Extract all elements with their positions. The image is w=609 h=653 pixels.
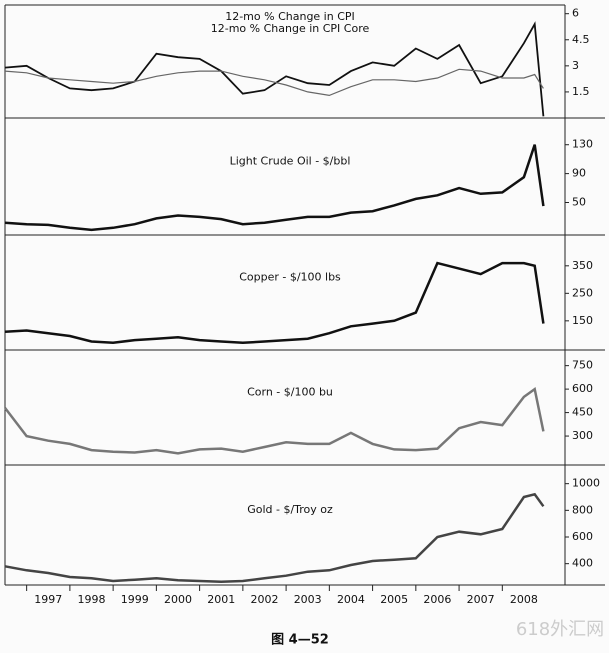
x-tick-label: 2002 — [250, 593, 278, 606]
y-tick-label: 800 — [572, 503, 593, 516]
x-tick-label: 1997 — [34, 593, 62, 606]
x-tick-label: 1999 — [121, 593, 149, 606]
panel-title: Light Crude Oil - $/bbl — [230, 155, 351, 168]
y-tick-label: 600 — [572, 382, 593, 395]
x-tick-label: 2005 — [380, 593, 408, 606]
y-tick-label: 1000 — [572, 477, 600, 490]
x-tick-label: 2007 — [467, 593, 495, 606]
legend-label: 12-mo % Change in CPI — [225, 10, 355, 23]
x-tick-label: 1998 — [77, 593, 105, 606]
panel-title: Corn - $/100 bu — [247, 386, 333, 399]
x-tick-label: 2004 — [337, 593, 365, 606]
panel-title: Copper - $/100 lbs — [239, 271, 341, 284]
y-tick-label: 4.5 — [572, 33, 590, 46]
y-tick-label: 400 — [572, 557, 593, 570]
y-tick-label: 6 — [572, 7, 579, 20]
line-series — [4, 386, 545, 455]
x-tick-label: 2008 — [510, 593, 538, 606]
y-tick-label: 300 — [572, 429, 593, 442]
panel-title: Gold - $/Troy oz — [247, 503, 333, 516]
line-series — [4, 261, 545, 345]
watermark: 618外汇网 — [516, 619, 604, 640]
y-tick-label: 130 — [572, 138, 593, 151]
y-tick-label: 250 — [572, 286, 593, 299]
y-tick-label: 3 — [572, 59, 579, 72]
y-tick-label: 50 — [572, 196, 586, 209]
caption: 图 4—52 — [271, 633, 329, 648]
x-tick-label: 2003 — [294, 593, 322, 606]
y-tick-label: 150 — [572, 314, 593, 327]
y-tick-label: 1.5 — [572, 85, 590, 98]
x-tick-label: 2000 — [164, 593, 192, 606]
line-series — [4, 144, 545, 232]
y-tick-label: 600 — [572, 530, 593, 543]
x-tick-label: 2006 — [423, 593, 451, 606]
legend-label: 12-mo % Change in CPI Core — [211, 22, 370, 35]
line-series — [4, 68, 544, 97]
line-series — [4, 492, 545, 583]
x-tick-label: 2001 — [207, 593, 235, 606]
y-tick-label: 90 — [572, 167, 586, 180]
y-tick-label: 450 — [572, 406, 593, 419]
y-tick-label: 350 — [572, 259, 593, 272]
y-tick-label: 750 — [572, 359, 593, 372]
